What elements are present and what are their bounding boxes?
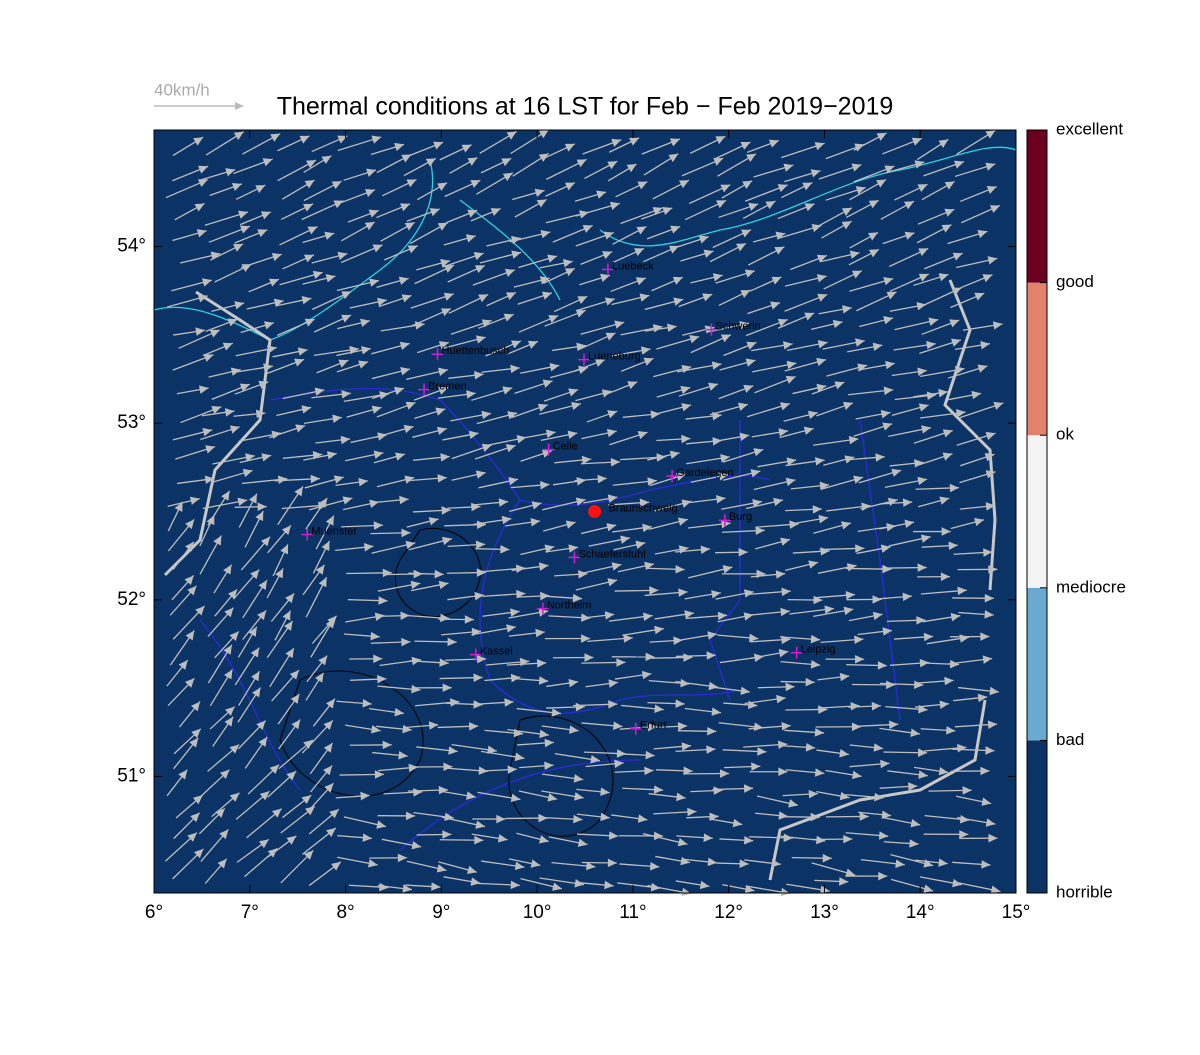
- city-label: Celle: [553, 441, 578, 453]
- map-title: Thermal conditions at 16 LST for Feb − F…: [277, 93, 894, 121]
- wind-scale-label: 40km/h: [154, 80, 210, 99]
- colorbar-label: mediocre: [1056, 577, 1126, 596]
- colorbar-label: excellent: [1056, 119, 1123, 138]
- city-label: Leipzig: [801, 644, 836, 656]
- colorbar-label: bad: [1056, 730, 1084, 749]
- city-label: Muenster: [311, 525, 357, 537]
- map-background: [154, 130, 1016, 893]
- colorbar-segment: [1027, 283, 1047, 436]
- x-tick-label: 10°: [523, 902, 552, 923]
- colorbar-label: good: [1056, 272, 1094, 291]
- city-label: Huettenbusch: [442, 345, 510, 357]
- x-tick-label: 14°: [906, 902, 935, 923]
- x-tick-label: 9°: [432, 902, 450, 923]
- site-label: Braunschweig: [609, 502, 678, 514]
- city-label: Kassel: [480, 645, 513, 657]
- colorbar-label: horrible: [1056, 882, 1113, 901]
- city-label: Schwerin: [715, 320, 760, 332]
- y-tick-label: 51°: [117, 765, 146, 786]
- x-tick-label: 12°: [714, 902, 743, 923]
- y-tick-label: 53°: [117, 412, 146, 433]
- city-label: Luebeck: [612, 260, 654, 272]
- x-tick-label: 6°: [145, 902, 163, 923]
- colorbar-segment: [1027, 588, 1047, 741]
- x-tick-label: 8°: [336, 902, 354, 923]
- city-label: Lueneburg: [588, 351, 641, 363]
- wind-scale-arrowhead: [235, 102, 244, 110]
- y-tick-label: 52°: [117, 589, 146, 610]
- city-label: Gardelegen: [676, 467, 734, 479]
- x-tick-label: 11°: [619, 902, 646, 923]
- city-label: Erfurt: [640, 720, 667, 732]
- x-tick-label: 13°: [810, 902, 839, 923]
- city-label: Northeim: [547, 600, 592, 612]
- x-tick-label: 7°: [241, 902, 259, 923]
- colorbar-label: ok: [1056, 425, 1074, 444]
- city-label: Bremen: [428, 381, 467, 393]
- y-tick-label: 54°: [117, 236, 146, 257]
- colorbar-segment: [1027, 130, 1047, 283]
- city-label: Burg: [729, 511, 752, 523]
- x-tick-label: 15°: [1002, 902, 1031, 923]
- colorbar-segment: [1027, 435, 1047, 588]
- site-marker: [588, 505, 601, 518]
- colorbar-segment: [1027, 740, 1047, 893]
- city-label: Schaeferstuhl: [578, 548, 645, 560]
